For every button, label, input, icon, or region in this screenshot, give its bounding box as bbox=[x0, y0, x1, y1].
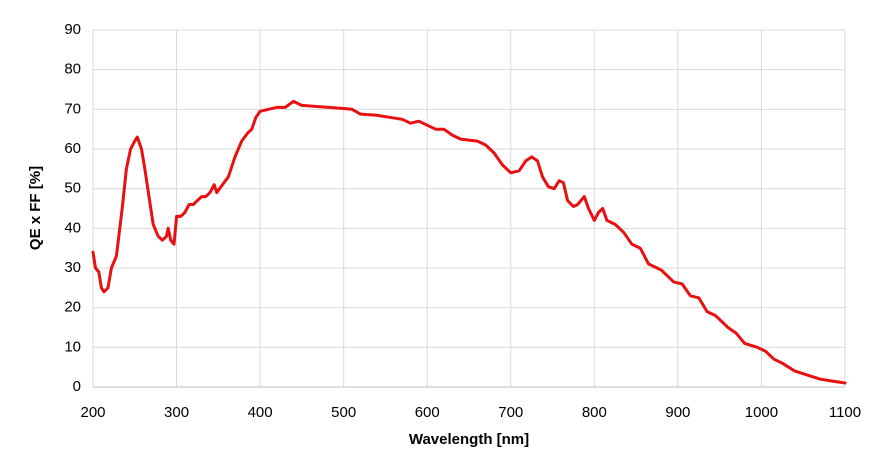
x-tick-label: 600 bbox=[415, 404, 440, 421]
y-tick-label: 10 bbox=[64, 338, 81, 355]
x-tick-label: 500 bbox=[331, 404, 356, 421]
x-tick-label: 200 bbox=[80, 404, 105, 421]
x-tick-label: 400 bbox=[248, 404, 273, 421]
y-tick-label: 90 bbox=[64, 21, 81, 38]
y-tick-label: 70 bbox=[64, 100, 81, 117]
x-tick-label: 1000 bbox=[745, 404, 778, 421]
y-tick-label: 80 bbox=[64, 61, 81, 78]
x-tick-label: 1100 bbox=[829, 404, 861, 421]
y-tick-label: 60 bbox=[64, 140, 81, 157]
y-tick-label: 20 bbox=[64, 299, 81, 316]
y-tick-label: 0 bbox=[73, 378, 81, 395]
y-tick-label: 40 bbox=[64, 219, 81, 236]
y-tick-label: 30 bbox=[64, 259, 81, 276]
data-line bbox=[91, 99, 847, 385]
x-tick-label: 700 bbox=[498, 404, 523, 421]
x-axis-title: Wavelength [nm] bbox=[409, 431, 529, 448]
x-tick-label: 300 bbox=[164, 404, 189, 421]
x-tick-label: 900 bbox=[665, 404, 690, 421]
y-tick-label: 50 bbox=[64, 180, 81, 197]
y-axis-title: QE x FF [%] bbox=[27, 166, 44, 250]
x-tick-label: 800 bbox=[582, 404, 607, 421]
